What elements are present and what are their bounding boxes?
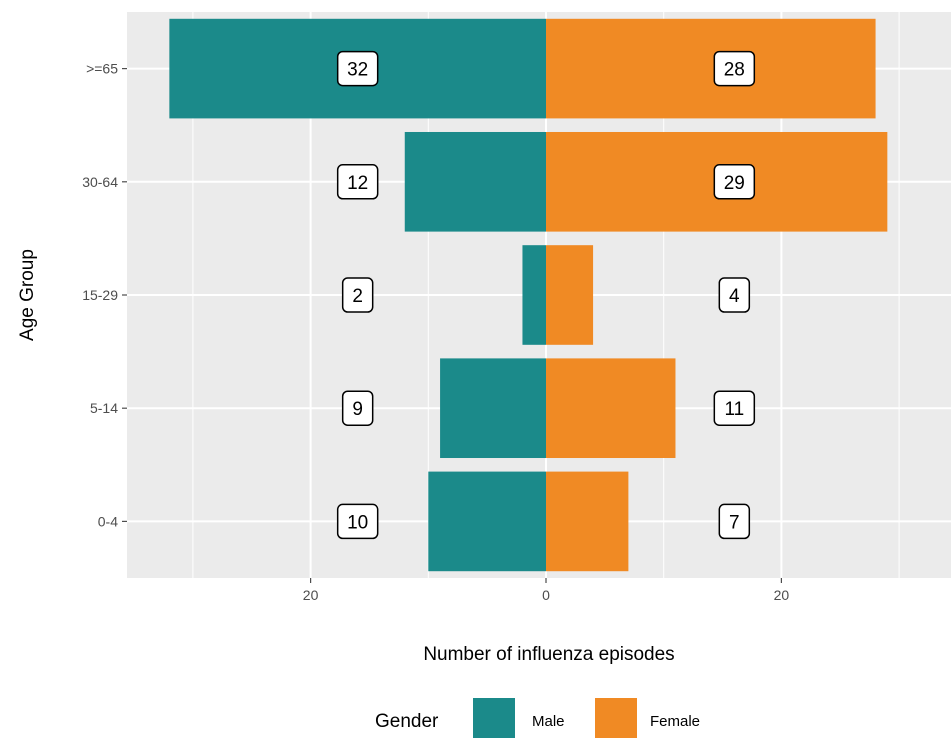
- bar-female->=65: [546, 18, 876, 119]
- svg-text:2: 2: [352, 286, 363, 307]
- legend-label-male: Male: [532, 713, 565, 730]
- legend: Gender Male Female: [375, 698, 700, 738]
- data-label-female-30-64: 29: [713, 164, 756, 200]
- data-label-female-5-14: 11: [713, 390, 756, 426]
- x-tick-label: 0: [542, 587, 550, 603]
- data-label-male-30-64: 12: [336, 164, 379, 200]
- bars: [169, 18, 888, 572]
- bar-male-0-4: [428, 471, 546, 572]
- data-label-male-5-14: 9: [341, 390, 374, 426]
- legend-key-female: [595, 698, 637, 738]
- data-label-male-0-4: 10: [336, 503, 379, 540]
- legend-title: Gender: [375, 711, 439, 732]
- bar-male-15-29: [522, 245, 546, 345]
- y-tick-label: 5-14: [90, 400, 118, 416]
- bar-male-5-14: [440, 358, 546, 459]
- y-tick-label: >=65: [86, 61, 118, 77]
- svg-text:12: 12: [347, 173, 368, 194]
- legend-key-male: [473, 698, 515, 738]
- data-label-female-15-29: 4: [718, 277, 751, 313]
- data-label-male->=65: 32: [336, 50, 379, 87]
- bar-female-5-14: [546, 358, 676, 459]
- svg-text:11: 11: [724, 399, 744, 420]
- data-labels: 10 9 2 12 32 7 11 4 29 28: [336, 50, 756, 540]
- svg-text:10: 10: [347, 512, 368, 533]
- data-label-female->=65: 28: [713, 50, 756, 87]
- svg-text:28: 28: [724, 60, 745, 81]
- bar-female-15-29: [546, 245, 594, 345]
- x-axis-title: Number of influenza episodes: [423, 644, 674, 665]
- svg-text:29: 29: [724, 173, 745, 194]
- svg-text:32: 32: [347, 60, 368, 81]
- svg-text:7: 7: [729, 512, 740, 533]
- x-tick-label: 20: [303, 587, 319, 603]
- y-axis-title: Age Group: [17, 249, 38, 341]
- y-tick-label: 0-4: [98, 513, 118, 529]
- x-tick-label: 20: [774, 587, 790, 603]
- bar-female-0-4: [546, 471, 629, 572]
- data-label-female-0-4: 7: [718, 503, 751, 540]
- svg-text:4: 4: [729, 286, 740, 307]
- y-tick-label: 30-64: [82, 174, 118, 190]
- bar-male-30-64: [404, 131, 546, 232]
- legend-label-female: Female: [650, 713, 700, 730]
- y-tick-label: 15-29: [82, 287, 118, 303]
- svg-text:9: 9: [352, 399, 363, 420]
- data-label-male-15-29: 2: [341, 277, 374, 313]
- y-axis: 0-4 5-14 15-29 30-64 >=65: [82, 61, 127, 529]
- x-axis: 20 0 20: [303, 578, 790, 603]
